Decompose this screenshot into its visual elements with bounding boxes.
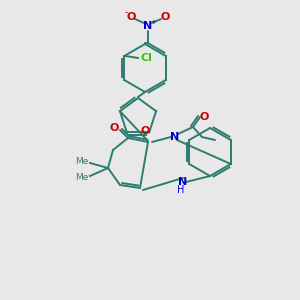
Text: Cl: Cl (140, 53, 152, 63)
Text: O: O (199, 112, 209, 122)
Text: N: N (143, 21, 153, 31)
Text: O: O (109, 123, 119, 133)
Text: Me: Me (75, 157, 89, 166)
Text: H: H (177, 185, 185, 195)
Text: Me: Me (75, 173, 89, 182)
Text: O: O (160, 12, 170, 22)
Text: N: N (178, 177, 188, 187)
Text: N: N (170, 132, 180, 142)
Text: +: + (150, 19, 156, 25)
Text: O: O (140, 126, 150, 136)
Text: -: - (124, 7, 128, 17)
Text: O: O (126, 12, 136, 22)
